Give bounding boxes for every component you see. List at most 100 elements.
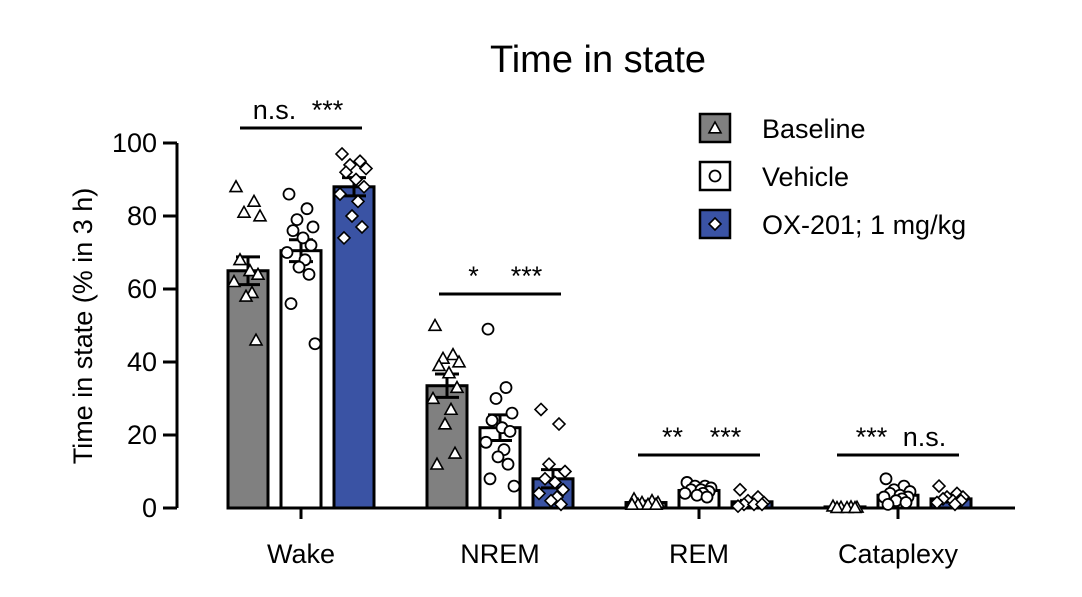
- data-point-wake-s2-11: [336, 230, 352, 246]
- data-point-wake-s2-0: [334, 146, 350, 162]
- data-point-nrem-s0-0: [427, 317, 443, 332]
- data-point-nrem-s0-5: [441, 365, 457, 379]
- data-point-wake-s1-7: [280, 246, 294, 259]
- data-point-wake-s2-3: [358, 161, 374, 176]
- data-point-nrem-s0-1: [445, 347, 461, 361]
- data-point-nrem-s0-7: [425, 390, 441, 405]
- data-point-nrem-s0-6: [449, 379, 465, 394]
- y-tick-label-80: 80: [127, 201, 157, 231]
- data-point-rem-s2-0: [732, 482, 748, 497]
- data-point-nrem-s1-12: [507, 479, 521, 493]
- data-point-wake-s2-10: [354, 219, 370, 235]
- data-point-wake-s2-9: [344, 208, 360, 224]
- y-tick-label-100: 100: [112, 128, 157, 158]
- sig-label-cataplexy-7: n.s.: [903, 422, 947, 452]
- data-point-cataplexy-s2-8: [947, 497, 963, 512]
- data-point-nrem-s1-7: [479, 435, 493, 449]
- data-point-cataplexy-s1-0: [879, 472, 893, 486]
- data-point-wake-s0-1: [246, 193, 262, 207]
- data-point-nrem-s2-0: [533, 402, 549, 417]
- data-point-wake-s0-7: [226, 274, 242, 288]
- legend: Baseline Vehicle OX-201; 1 mg/kg: [698, 112, 966, 240]
- bar-nrem-s0: [425, 384, 469, 510]
- data-point-nrem-s2-9: [543, 493, 559, 508]
- data-point-wake-s2-4: [338, 165, 354, 180]
- data-point-nrem-s0-4: [431, 358, 447, 372]
- x-tick-label-nrem: NREM: [460, 539, 540, 569]
- data-point-nrem-s1-6: [503, 424, 517, 438]
- data-point-wake-s0-6: [250, 266, 266, 281]
- y-axis-label: Time in state (% in 3 h): [68, 188, 98, 465]
- data-point-wake-s2-5: [348, 172, 364, 187]
- data-point-nrem-s2-3: [557, 464, 573, 479]
- data-point-nrem-s1-9: [491, 450, 505, 464]
- data-point-rem-s1-9: [690, 488, 704, 502]
- data-point-nrem-s1-0: [481, 322, 495, 336]
- data-point-rem-s1-7: [678, 486, 692, 500]
- y-tick-label-40: 40: [127, 347, 157, 377]
- data-point-rem-s2-7: [730, 499, 746, 514]
- sig-label-nrem-2: *: [468, 261, 479, 291]
- y-tick-label-20: 20: [127, 420, 157, 450]
- data-point-wake-s0-0: [228, 179, 244, 193]
- legend-marker-2: [707, 216, 723, 232]
- data-point-nrem-s2-4: [537, 471, 553, 486]
- data-point-nrem-s2-10: [553, 497, 569, 512]
- data-point-wake-s0-9: [238, 288, 254, 302]
- data-point-nrem-s2-2: [541, 457, 557, 472]
- data-point-wake-s0-4: [232, 252, 248, 266]
- data-point-nrem-s1-10: [501, 457, 515, 471]
- y-tick-label-0: 0: [142, 493, 157, 523]
- data-point-wake-s1-2: [290, 213, 304, 227]
- data-point-nrem-s0-11: [429, 456, 445, 470]
- data-point-wake-s1-5: [296, 231, 310, 245]
- data-point-rem-s0-6: [648, 496, 664, 510]
- legend-label-2: OX-201; 1 mg/kg: [762, 210, 966, 240]
- data-point-nrem-s2-7: [531, 486, 547, 501]
- sig-label-nrem-3: ***: [511, 261, 543, 291]
- data-point-nrem-s2-6: [555, 482, 571, 497]
- data-point-rem-s2-6: [754, 497, 770, 512]
- legend-label-1: Vehicle: [762, 162, 849, 192]
- data-point-rem-s1-10: [700, 490, 714, 504]
- bar-wake-s0: [226, 269, 270, 510]
- data-point-wake-s1-10: [302, 267, 316, 281]
- legend-marker-1: [708, 169, 722, 183]
- x-tick-label-rem: REM: [669, 539, 729, 569]
- data-point-cataplexy-s1-11: [881, 497, 895, 511]
- sig-label-rem-4: **: [662, 422, 684, 452]
- data-point-wake-s2-8: [350, 194, 366, 209]
- data-point-wake-s1-0: [282, 187, 296, 201]
- data-point-nrem-s2-1: [551, 416, 567, 432]
- data-point-nrem-s2-5: [547, 475, 563, 490]
- data-point-nrem-s1-4: [485, 413, 499, 427]
- data-point-wake-s2-1: [352, 154, 368, 169]
- data-point-nrem-s0-9: [437, 416, 453, 430]
- data-point-wake-s0-5: [242, 263, 258, 277]
- data-point-cataplexy-s0-6: [847, 499, 863, 514]
- bar-wake-s1: [279, 249, 323, 510]
- data-point-wake-s1-12: [308, 337, 322, 351]
- data-point-wake-s0-2: [236, 204, 252, 218]
- sig-label-wake-0: n.s.: [253, 95, 297, 125]
- data-point-wake-s0-10: [248, 332, 264, 346]
- chart-title: Time in state: [490, 39, 706, 81]
- legend-label-0: Baseline: [762, 114, 866, 144]
- data-point-cataplexy-s2-7: [929, 495, 945, 510]
- data-point-wake-s1-11: [284, 297, 298, 311]
- sig-label-rem-5: ***: [710, 422, 742, 452]
- data-point-nrem-s1-3: [505, 406, 519, 420]
- sig-label-wake-1: ***: [312, 95, 344, 125]
- data-point-nrem-s1-2: [489, 392, 503, 405]
- data-point-wake-s1-4: [286, 224, 300, 238]
- sig-label-cataplexy-6: ***: [856, 422, 888, 452]
- x-tick-label-cataplexy: Cataplexy: [838, 539, 959, 569]
- data-point-cataplexy-s2-0: [931, 478, 947, 494]
- data-point-nrem-s0-8: [443, 401, 459, 416]
- data-point-nrem-s1-1: [499, 381, 513, 394]
- data-point-nrem-s0-3: [451, 354, 467, 368]
- data-point-wake-s1-6: [304, 238, 318, 252]
- data-point-nrem-s0-10: [447, 445, 463, 459]
